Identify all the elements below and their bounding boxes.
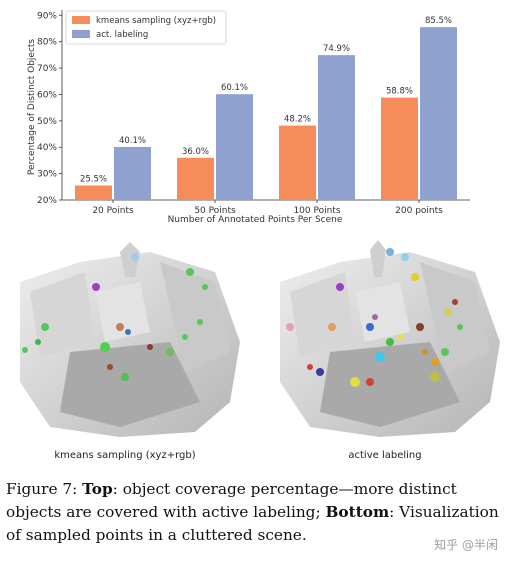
x-tick-label: 200 points [395, 206, 443, 216]
active-point [452, 299, 458, 305]
y-tick-label: 30% [37, 170, 57, 180]
data-label: 85.5% [425, 16, 452, 26]
kmeans-point [22, 347, 28, 353]
data-label: 25.5% [80, 174, 107, 184]
data-label: 48.2% [284, 115, 311, 125]
active-point [286, 323, 294, 331]
bars: 25.5% 40.1% 36.0% 60.1% 48.2% 74.9% 58.8% 85.5% [75, 16, 457, 201]
active-point [457, 324, 463, 330]
y-tick-label: 70% [37, 64, 57, 74]
caption-bottom-bold: Bottom [325, 503, 390, 521]
data-label: 74.9% [323, 44, 350, 54]
kmeans-scene-panel: kmeans sampling (xyz+rgb) [0, 232, 250, 470]
active-point [336, 283, 344, 291]
active-point [441, 348, 449, 356]
active-point [445, 309, 451, 315]
active-point [386, 338, 394, 346]
y-tick-label: 20% [37, 196, 57, 206]
bar-kmeans [279, 125, 316, 200]
kmeans-point-cloud-image [20, 242, 240, 437]
watermark: 知乎 @半闲 [434, 538, 498, 552]
kmeans-point [100, 342, 110, 352]
kmeans-scene-caption: kmeans sampling (xyz+rgb) [54, 450, 196, 461]
x-tick-label: 20 Points [92, 206, 134, 216]
y-axis-label: Percentage of Distinct Objects [27, 39, 37, 176]
kmeans-point [92, 283, 100, 291]
kmeans-point [35, 339, 41, 345]
bar-kmeans [75, 185, 112, 200]
legend-swatch [72, 30, 90, 38]
data-label: 58.8% [386, 87, 413, 97]
active-labeling-sampled-points [286, 248, 463, 387]
legend-label: act. labeling [96, 30, 148, 40]
kmeans-point [125, 329, 131, 335]
legend-box [65, 10, 227, 45]
x-axis-label: Number of Annotated Points Per Scene [168, 215, 343, 225]
active-point [416, 323, 424, 331]
legend-swatch [72, 16, 90, 24]
kmeans-point [121, 373, 129, 381]
bar-active [318, 55, 355, 200]
kmeans-sampled-points [22, 253, 208, 381]
active-point [366, 323, 374, 331]
x-tick-label: 50 Points [194, 206, 236, 216]
y-tick-label: 90% [37, 11, 57, 21]
active-point [316, 368, 324, 376]
active-point [431, 358, 439, 366]
active-labeling-scene-caption: active labeling [348, 450, 422, 461]
bar-kmeans [177, 157, 214, 200]
active-point [411, 273, 419, 281]
kmeans-point [202, 284, 208, 290]
bar-active [114, 146, 151, 200]
chart-svg: 20% 30% 40% 50% 60% 70% 80% 90% 20 Points 50 Poin… [27, 10, 470, 225]
kmeans-point [197, 319, 203, 325]
kmeans-point [166, 348, 174, 356]
kmeans-point [186, 268, 194, 276]
kmeans-point [147, 344, 153, 350]
kmeans-point [131, 253, 139, 261]
axes: 20% 30% 40% 50% 60% 70% 80% 90% 20 Points 50 Poin… [37, 10, 470, 216]
kmeans-point [182, 334, 188, 340]
caption-bottom-text: : Visualization of sampled points in a c… [6, 503, 499, 544]
bar-active [216, 94, 253, 200]
data-label: 36.0% [182, 147, 209, 157]
caption-top-bold: Top [82, 480, 113, 498]
active-point [397, 334, 403, 340]
caption-top-text: : object coverage percentage—more distin… [6, 480, 457, 521]
data-label: 60.1% [221, 83, 248, 93]
active-point [375, 352, 385, 362]
active-point [350, 377, 360, 387]
bar-kmeans [381, 97, 418, 200]
active-point [386, 248, 394, 256]
active-point [372, 314, 378, 320]
figure-label: Figure 7: [6, 480, 78, 498]
scene-visualizations: kmeans sampling (xyz+rgb) active labelin… [0, 232, 510, 470]
active-point [307, 364, 313, 370]
kmeans-point [116, 323, 124, 331]
y-tick-label: 80% [37, 38, 57, 48]
y-tick-label: 60% [37, 90, 57, 100]
legend: kmeans sampling (xyz+rgb) act. labeling [65, 10, 227, 45]
active-labeling-scene-panel: active labeling [260, 232, 510, 470]
active-point [328, 323, 336, 331]
bar-chart: 20% 30% 40% 50% 60% 70% 80% 90% 20 Points 50 Poin… [0, 0, 510, 232]
legend-label: kmeans sampling (xyz+rgb) [96, 16, 216, 26]
active-point [422, 349, 428, 355]
bar-active [420, 27, 457, 201]
data-label: 40.1% [119, 136, 146, 146]
kmeans-point [107, 364, 113, 370]
x-tick-label: 100 Points [293, 206, 340, 216]
y-tick-label: 40% [37, 143, 57, 153]
figure-caption: Figure 7: Top: object coverage percentag… [6, 478, 504, 547]
kmeans-point [41, 323, 49, 331]
active-point [430, 372, 440, 382]
active-point [401, 253, 409, 261]
active-point [366, 378, 374, 386]
y-tick-label: 50% [37, 117, 57, 127]
active-labeling-point-cloud-image [280, 240, 500, 437]
